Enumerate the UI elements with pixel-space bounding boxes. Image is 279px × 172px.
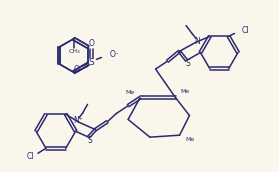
Text: O: O — [74, 65, 80, 74]
Text: O⁻: O⁻ — [109, 50, 119, 59]
Text: S: S — [185, 59, 190, 68]
Text: Me: Me — [186, 137, 195, 142]
Text: CH₃: CH₃ — [69, 49, 80, 54]
Text: N⁺: N⁺ — [74, 116, 83, 125]
Text: Cl: Cl — [242, 26, 249, 35]
Text: S: S — [89, 58, 94, 67]
Text: N: N — [194, 37, 200, 46]
Text: Me: Me — [126, 90, 135, 95]
Text: O: O — [88, 39, 94, 48]
Text: Me: Me — [181, 89, 190, 94]
Text: S: S — [87, 136, 92, 145]
Text: Cl: Cl — [27, 152, 34, 161]
